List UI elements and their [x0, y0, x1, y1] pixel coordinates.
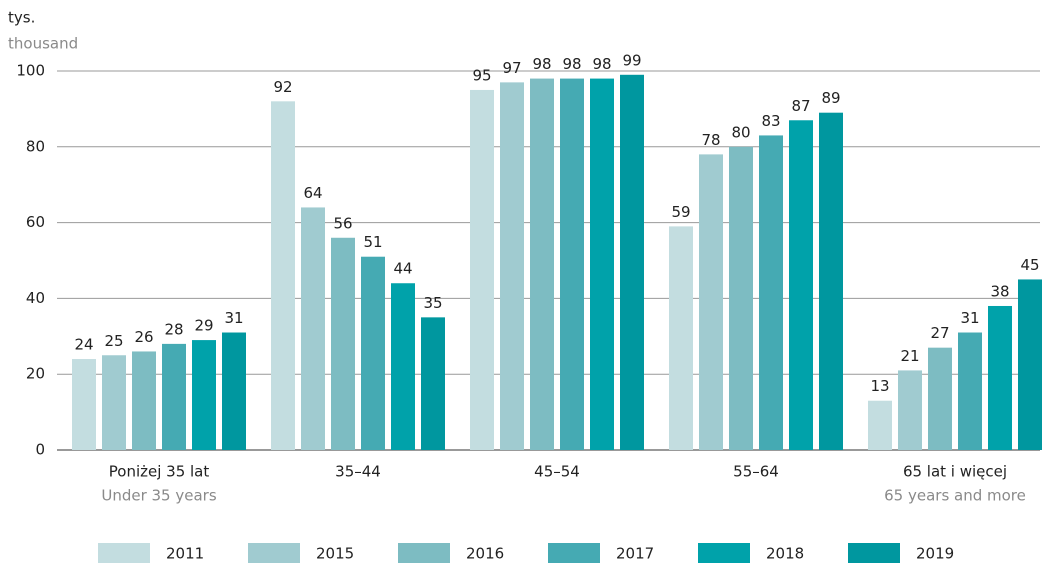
bar — [222, 332, 246, 450]
x-tick-label: 65 lat i więcej — [903, 463, 1007, 481]
bar — [560, 78, 584, 450]
y-tick-label: 20 — [26, 365, 45, 383]
bar — [102, 355, 126, 450]
bar — [331, 237, 355, 450]
data-label: 35 — [423, 294, 442, 312]
x-tick-sublabel: 65 years and more — [884, 487, 1026, 505]
bar — [530, 78, 554, 450]
data-label: 98 — [562, 55, 581, 73]
bar — [72, 359, 96, 450]
data-label: 80 — [731, 123, 750, 141]
legend-swatch — [698, 543, 750, 563]
bar — [669, 226, 693, 450]
bar — [590, 78, 614, 450]
data-label: 31 — [224, 309, 243, 327]
data-label: 95 — [472, 66, 491, 84]
legend-label: 2019 — [916, 545, 954, 563]
data-label: 29 — [194, 317, 213, 335]
data-label: 78 — [701, 131, 720, 149]
bar — [301, 207, 325, 450]
data-label: 44 — [393, 260, 412, 278]
bar — [699, 154, 723, 450]
data-label: 87 — [791, 97, 810, 115]
data-label: 98 — [592, 55, 611, 73]
bar — [162, 343, 186, 450]
bar — [361, 256, 385, 450]
bar — [819, 112, 843, 450]
data-label: 38 — [990, 282, 1009, 300]
data-label: 21 — [900, 347, 919, 365]
bar — [789, 120, 813, 451]
legend-label: 2015 — [316, 545, 354, 563]
bar — [988, 305, 1012, 450]
y-tick-label: 0 — [35, 441, 45, 459]
bar — [391, 283, 415, 450]
legend-label: 2018 — [766, 545, 804, 563]
bar — [759, 135, 783, 450]
data-label: 45 — [1020, 256, 1039, 274]
legend-swatch — [548, 543, 600, 563]
y-tick-label: 40 — [26, 289, 45, 307]
bar — [132, 351, 156, 450]
data-label: 13 — [870, 377, 889, 395]
data-label: 59 — [671, 203, 690, 221]
bar — [729, 146, 753, 451]
legend-swatch — [398, 543, 450, 563]
data-label: 51 — [363, 233, 382, 251]
bar — [928, 347, 952, 450]
x-tick-label: 45–54 — [534, 463, 580, 481]
data-label: 25 — [104, 332, 123, 350]
data-label: 56 — [333, 214, 352, 232]
legend-swatch — [98, 543, 150, 563]
legend-label: 2011 — [166, 545, 204, 563]
data-label: 97 — [502, 59, 521, 77]
data-label: 83 — [761, 112, 780, 130]
data-label: 89 — [821, 89, 840, 107]
bar — [958, 332, 982, 450]
y-tick-label: 100 — [16, 62, 45, 80]
legend-label: 2016 — [466, 545, 504, 563]
bar — [500, 82, 524, 451]
bar — [620, 74, 644, 450]
y-tick-label: 60 — [26, 213, 45, 231]
data-label: 98 — [532, 55, 551, 73]
data-label: 24 — [74, 336, 93, 354]
bar — [271, 101, 295, 450]
data-label: 26 — [134, 328, 153, 346]
x-tick-label: 35–44 — [335, 463, 381, 481]
bar — [868, 400, 892, 450]
bar — [898, 370, 922, 450]
x-tick-sublabel: Under 35 years — [101, 487, 216, 505]
y-axis-label: tys. — [8, 9, 35, 27]
x-tick-label: 55–64 — [733, 463, 779, 481]
data-label: 64 — [303, 184, 322, 202]
legend-swatch — [248, 543, 300, 563]
bar — [1018, 279, 1042, 450]
bar — [421, 317, 445, 450]
y-tick-label: 80 — [26, 137, 45, 155]
legend-swatch — [848, 543, 900, 563]
data-label: 31 — [960, 309, 979, 327]
data-label: 27 — [930, 324, 949, 342]
data-label: 28 — [164, 320, 183, 338]
bar — [192, 340, 216, 450]
data-label: 99 — [622, 51, 641, 69]
legend-label: 2017 — [616, 545, 654, 563]
y-axis-label-en: thousand — [8, 35, 78, 53]
bar — [470, 89, 494, 450]
data-label: 92 — [273, 78, 292, 96]
x-tick-label: Poniżej 35 lat — [109, 463, 210, 481]
